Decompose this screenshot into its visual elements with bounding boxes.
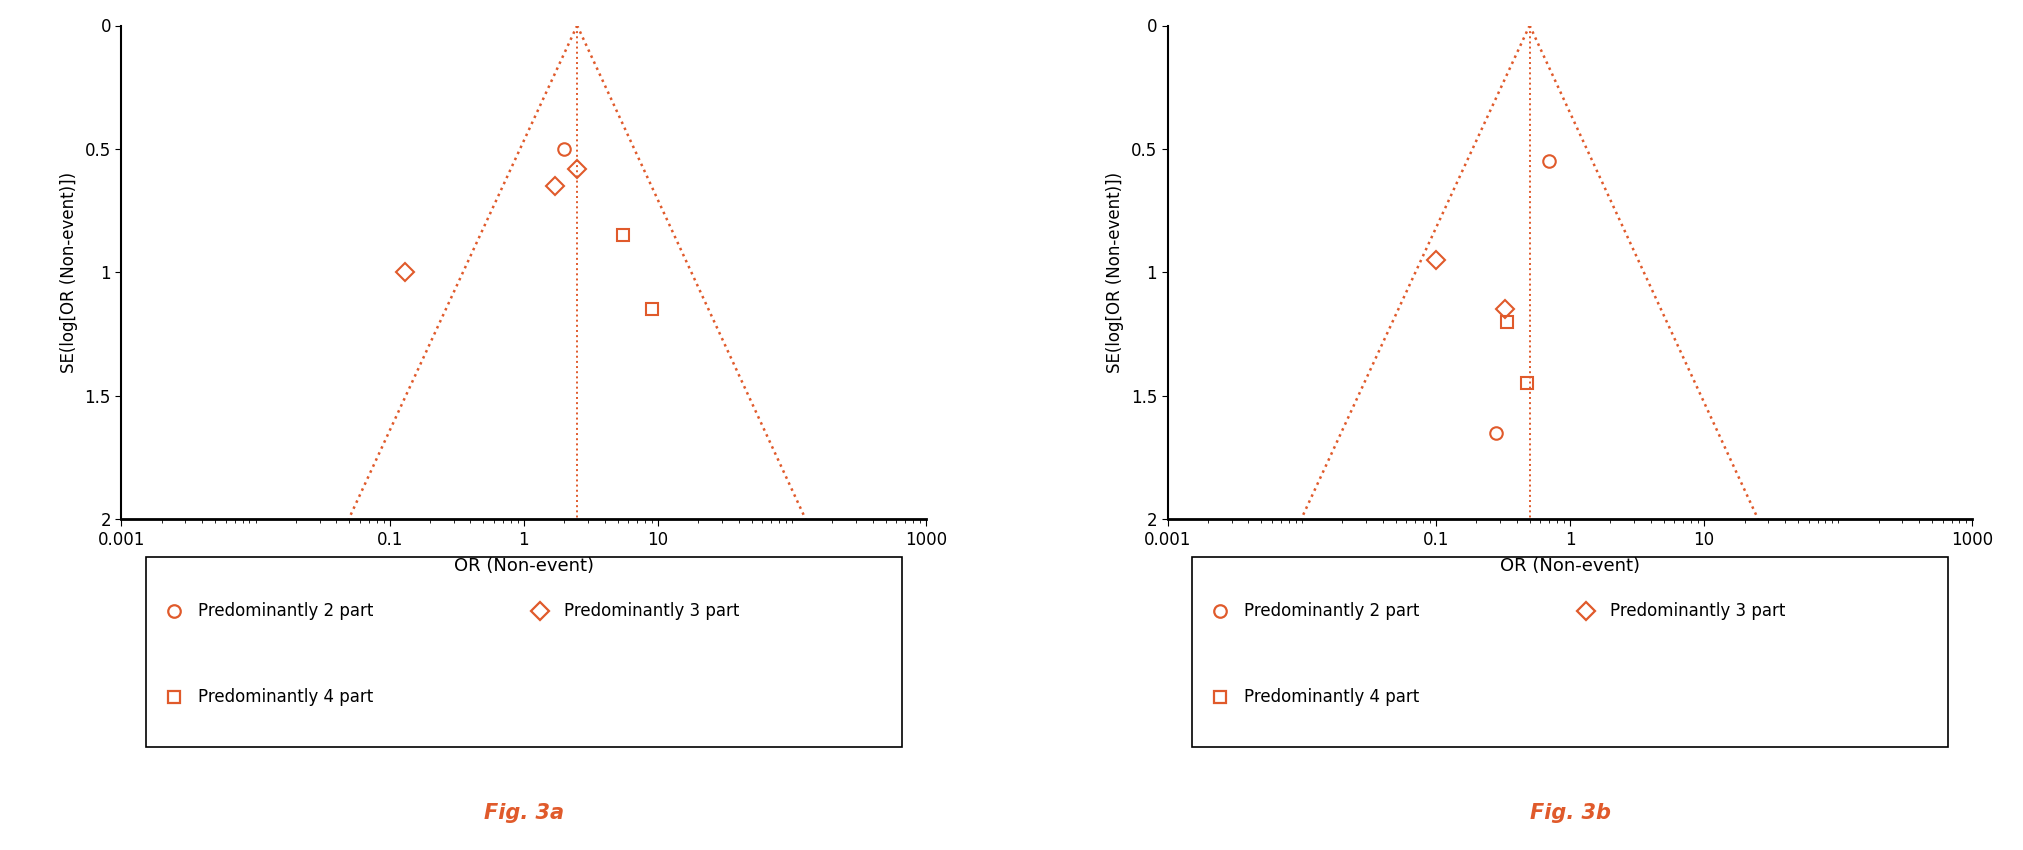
Y-axis label: SE(log[OR (Non-event)]): SE(log[OR (Non-event)]) xyxy=(1107,172,1125,373)
Text: Predominantly 3 part: Predominantly 3 part xyxy=(564,602,738,620)
Text: Predominantly 2 part: Predominantly 2 part xyxy=(198,602,372,620)
Text: Predominantly 4 part: Predominantly 4 part xyxy=(198,688,372,706)
Text: Fig. 3a: Fig. 3a xyxy=(483,803,564,824)
Text: Fig. 3b: Fig. 3b xyxy=(1529,803,1610,824)
Y-axis label: SE(log[OR (Non-event)]): SE(log[OR (Non-event)]) xyxy=(59,172,77,373)
Text: Predominantly 2 part: Predominantly 2 part xyxy=(1244,602,1420,620)
X-axis label: OR (Non-event): OR (Non-event) xyxy=(453,557,595,575)
Text: Predominantly 3 part: Predominantly 3 part xyxy=(1610,602,1786,620)
Text: Predominantly 4 part: Predominantly 4 part xyxy=(1244,688,1420,706)
X-axis label: OR (Non-event): OR (Non-event) xyxy=(1499,557,1641,575)
